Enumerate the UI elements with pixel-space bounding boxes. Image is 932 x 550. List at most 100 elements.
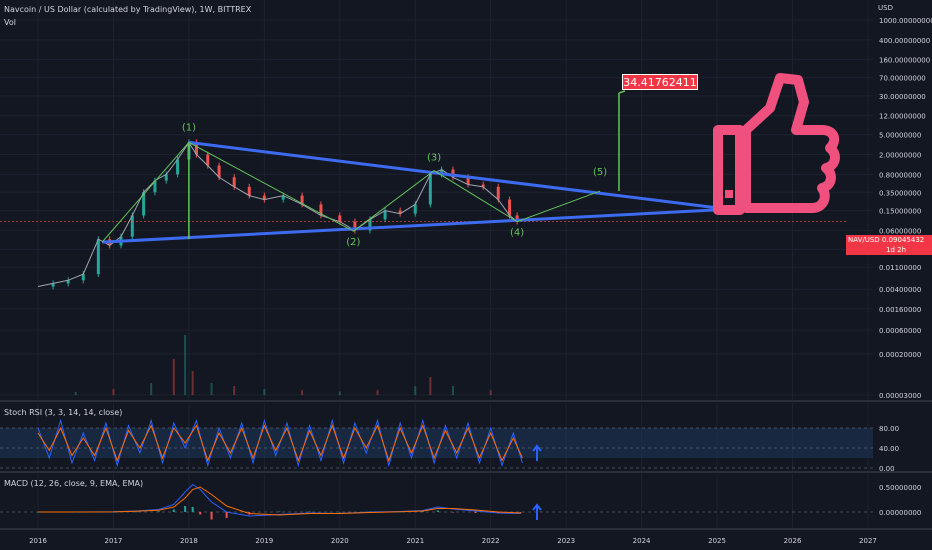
macd-histogram-bar [248,512,251,515]
candle-body [496,186,500,200]
candle-body [130,215,134,237]
time-tick-label: 2017 [105,537,123,545]
candle-body [353,221,357,231]
main-price-pane[interactable]: 1000.00000000 400.00000000 160.00000000 70.… [0,0,932,402]
price-tick-label: 0.15000000 [879,208,921,216]
macd-histogram-bar [474,512,477,513]
time-tick-label: 2026 [784,537,802,545]
macd-histogram-bar [399,511,402,513]
price-chart[interactable]: 1000.00000000 400.00000000 160.00000000 70.… [0,0,932,402]
macd-histogram-bar [157,511,160,512]
price-tick-label: 1000.00000000 [879,17,932,25]
candle-body [413,204,417,214]
time-tick-label: 2019 [255,537,273,545]
candle-body [508,199,512,216]
macd-pane[interactable]: 0.50000000 0.00000000 MACD (12, 26, close… [0,474,932,530]
volume-bar [184,335,187,395]
candle-body [398,210,402,214]
price-tick-label: 0.06000000 [879,227,921,235]
stoch-rsi-pane[interactable]: 80.00 40.00 0.00 Stoch RSI (3, 3, 14, 14, … [0,403,932,473]
time-axis: 2016 2017 2018 2019 2020 2021 2022 2023 2024 2025… [29,537,877,545]
volume-bar [429,377,432,395]
price-tick-label: 0.00400000 [879,286,921,294]
price-tick-label: 0.00003000 [879,392,921,400]
macd-histogram-bar [135,511,138,513]
candle-body [262,195,266,200]
macd-histogram-bar [37,512,39,513]
volume-bar [451,386,454,395]
price-tick-label: 2.00000000 [879,152,921,160]
symbol-price: 0.09045432 [881,236,925,244]
macd-histogram-bar [451,512,454,513]
wave-label: (5) [593,167,607,178]
projection-connector [618,90,626,94]
macd-up-arrow-icon [532,503,542,520]
candle-body [319,204,323,216]
trendline-0 [102,207,729,244]
chart-title: Navcoin / US Dollar (calculated by Tradi… [4,5,252,14]
macd-label: MACD (12, 26, close, 9, EMA, EMA) [4,479,144,488]
currency-label: USD [878,4,893,12]
macd-histogram-bar [225,512,228,518]
candle-body [194,142,198,155]
macd-histogram-bar [74,512,77,513]
rsi-tick-label: 80.00 [879,425,899,433]
volume-bar [74,392,77,395]
wave-path [101,141,601,243]
macd-chart[interactable]: 0.50000000 0.00000000 [0,474,932,530]
volume-bar [172,359,175,395]
rsi-tick-label: 40.00 [879,445,899,453]
macd-series-Signal [38,486,521,516]
stoch-rsi-label: Stoch RSI (3, 3, 14, 14, close) [4,408,123,417]
trendline-1 [188,140,729,211]
macd-histogram-bar [191,507,194,512]
candle-body [428,174,432,205]
price-line [37,141,518,288]
time-tick-label: 2018 [180,537,198,545]
macd-histogram-bar [338,512,341,513]
volume-bar [489,390,492,395]
symbol-name: NAV/USD [848,236,880,244]
price-tick-label: 0.35000000 [879,189,921,197]
macd-histogram-bar [199,512,202,515]
candle-body [232,177,236,187]
time-tick-label: 2027 [859,537,877,545]
candle-body [440,169,444,175]
volume-bar [112,389,115,395]
macd-histogram-bar [308,511,311,512]
candle-body [383,210,387,220]
stoch-rsi-chart[interactable]: 80.00 40.00 0.00 [0,403,932,473]
macd-histogram-bar [210,512,213,520]
candle-body [338,215,342,222]
rsi-series-D [37,424,523,463]
macd-histogram-bar [436,510,439,512]
volume-bar [414,386,417,395]
thumbs-up-icon [713,73,840,215]
macd-histogram-bar [519,512,522,513]
candle-body [281,195,285,200]
symbol-price-tag: NAV/USD 0.09045432 1d 2h [846,235,932,255]
wave-label: (4) [510,228,524,239]
candle-body [368,219,372,231]
price-tick-label: 0.00160000 [879,306,921,314]
wave-label: (3) [427,153,441,164]
candle-body [481,184,485,187]
volume-bar [233,386,236,395]
macd-histogram-bar [172,509,175,512]
macd-histogram-bar [368,511,371,512]
price-tick-label: 160.00000000 [879,57,930,65]
macd-tick-label: 0.50000000 [879,484,921,492]
macd-tick-label: 0.00000000 [879,509,921,517]
candle-body [515,215,519,222]
price-tick-label: 0.80000000 [879,171,921,179]
price-tick-label: 0.00020000 [879,351,921,359]
countdown: 1d 2h [886,246,907,254]
wave-label: (2) [346,237,360,248]
candle-body [451,169,455,178]
price-tick-label: 5.00000000 [879,132,921,140]
volume-bar [376,390,379,395]
price-tick-label: 0.00060000 [879,327,921,335]
macd-histogram-bar [278,511,281,512]
thumb-hand [741,73,840,213]
volume-bar [338,391,341,395]
